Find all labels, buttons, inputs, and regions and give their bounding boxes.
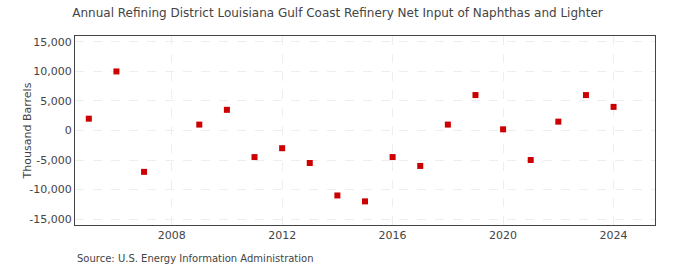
svg-text:Thousand Barrels: Thousand Barrels [21,82,34,179]
svg-text:15,000: 15,000 [33,36,72,49]
svg-text:-15,000: -15,000 [29,213,71,226]
svg-text:2024: 2024 [600,229,628,242]
svg-text:0: 0 [65,124,72,137]
svg-text:-5,000: -5,000 [36,154,71,167]
svg-text:Annual Refining District Louis: Annual Refining District Louisiana Gulf … [72,6,602,20]
svg-text:-10,000: -10,000 [29,183,71,196]
svg-text:Source: U.S. Energy Informatio: Source: U.S. Energy Information Administ… [77,253,314,264]
svg-text:2020: 2020 [489,229,517,242]
svg-text:2016: 2016 [379,229,407,242]
svg-text:5,000: 5,000 [40,95,72,108]
svg-text:10,000: 10,000 [33,65,72,78]
svg-text:2008: 2008 [158,229,186,242]
svg-text:2012: 2012 [268,229,296,242]
